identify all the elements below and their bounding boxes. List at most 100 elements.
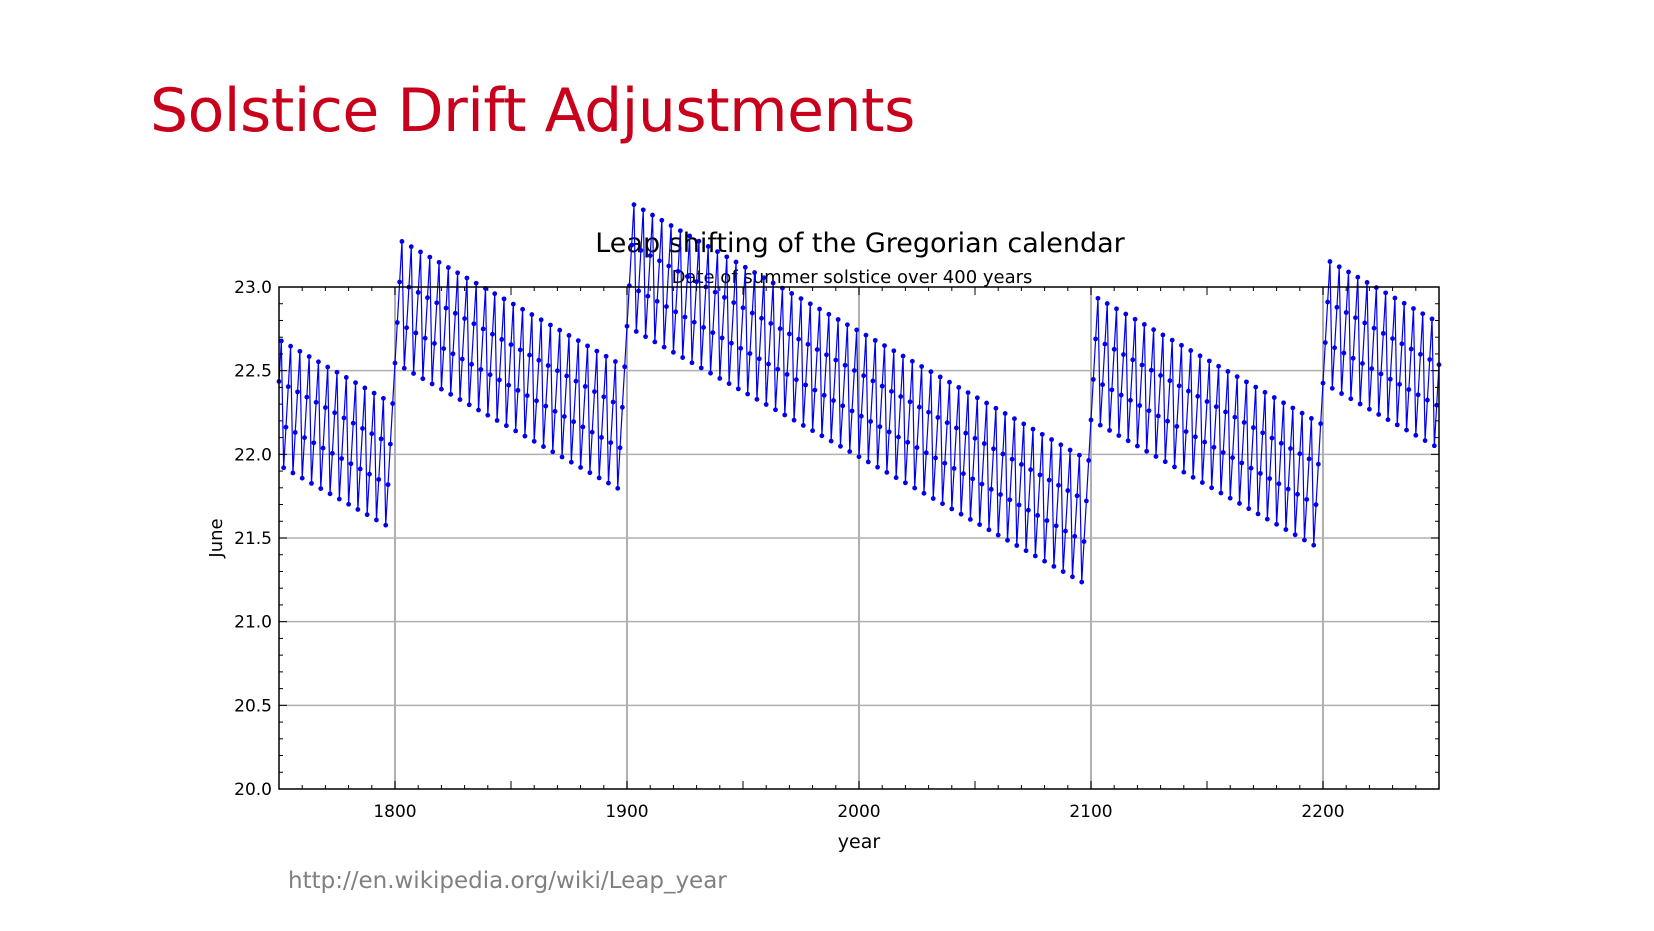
data-point: [1009, 456, 1015, 462]
data-point: [749, 310, 755, 316]
data-point: [364, 512, 370, 518]
data-point: [499, 337, 505, 342]
y-tick-label: 21.5: [234, 529, 272, 549]
data-point: [828, 438, 834, 444]
data-point: [1065, 488, 1071, 493]
data-point: [988, 486, 994, 492]
data-point: [810, 428, 815, 434]
data-point: [882, 343, 887, 348]
data-point: [824, 352, 829, 358]
data-point: [529, 312, 535, 317]
data-point: [1220, 450, 1226, 455]
data-point: [1431, 443, 1437, 449]
data-point: [1346, 269, 1351, 275]
data-point: [341, 415, 347, 421]
data-point: [974, 395, 980, 401]
data-point: [954, 425, 959, 431]
data-point: [480, 326, 486, 332]
data-point: [1348, 396, 1354, 402]
data-point: [561, 414, 567, 419]
data-point: [726, 381, 732, 387]
data-point: [740, 305, 746, 311]
data-point: [508, 342, 514, 348]
data-point: [817, 306, 822, 312]
data-point: [325, 364, 331, 370]
chart-title: Leap shifting of the Gregorian calendar: [595, 228, 1125, 259]
data-point: [422, 335, 428, 341]
data-point: [1199, 480, 1205, 485]
data-point: [613, 359, 618, 364]
data-point: [970, 476, 976, 482]
data-point: [575, 338, 581, 344]
data-point: [909, 358, 915, 364]
data-point: [645, 293, 651, 299]
data-point: [497, 377, 502, 383]
data-point: [1278, 440, 1284, 446]
data-point: [998, 492, 1003, 497]
data-point: [807, 301, 813, 307]
data-point: [684, 274, 690, 279]
data-point: [1193, 434, 1198, 440]
data-point: [687, 233, 693, 239]
data-point: [1274, 521, 1279, 527]
data-point: [1088, 417, 1094, 423]
data-point: [1255, 511, 1261, 517]
data-point: [1257, 470, 1263, 476]
data-point: [884, 470, 890, 475]
data-point: [854, 327, 860, 333]
data-point: [1148, 367, 1154, 373]
data-point: [1053, 523, 1059, 529]
data-point: [323, 405, 328, 410]
data-point: [1225, 369, 1231, 374]
data-point: [1299, 410, 1305, 416]
data-point: [933, 455, 938, 461]
data-point: [1123, 311, 1129, 317]
data-point: [759, 315, 764, 321]
data-point: [661, 344, 667, 350]
data-point: [571, 419, 577, 425]
data-point: [434, 300, 440, 306]
data-point: [1111, 346, 1117, 352]
data-point: [1234, 374, 1240, 380]
data-point: [348, 461, 354, 467]
data-point: [861, 373, 867, 379]
data-point: [536, 357, 542, 363]
data-point: [640, 207, 646, 213]
data-point: [1264, 516, 1270, 522]
data-point: [949, 506, 955, 512]
grid-lines: [279, 287, 1439, 789]
data-point: [900, 353, 906, 359]
data-point: [1213, 404, 1219, 410]
data-point: [891, 348, 897, 354]
data-point: [1104, 301, 1110, 306]
data-point: [724, 254, 730, 260]
data-point: [413, 330, 419, 336]
source-link[interactable]: http://en.wikipedia.org/wiki/Leap_year: [288, 868, 727, 894]
data-point: [299, 475, 305, 481]
data-point: [791, 417, 797, 423]
data-point: [745, 391, 751, 397]
data-point: [1422, 438, 1428, 443]
data-point: [914, 445, 920, 450]
data-point: [608, 440, 614, 445]
data-point: [1211, 444, 1217, 450]
data-point: [1283, 527, 1289, 532]
data-point: [1376, 412, 1382, 417]
data-point: [1390, 336, 1395, 342]
data-point: [1427, 357, 1433, 362]
data-point: [1167, 378, 1173, 384]
data-point: [1350, 355, 1356, 361]
data-point: [415, 290, 421, 295]
data-point: [369, 431, 375, 437]
data-point: [886, 429, 892, 435]
data-point: [991, 446, 996, 452]
data-point: [360, 426, 365, 431]
data-point: [821, 392, 827, 398]
data-point: [826, 311, 832, 317]
data-point: [1049, 437, 1054, 442]
data-point: [907, 399, 913, 405]
data-point: [923, 450, 929, 456]
data-point: [1125, 438, 1131, 444]
data-point: [756, 356, 762, 362]
data-point: [636, 288, 641, 294]
